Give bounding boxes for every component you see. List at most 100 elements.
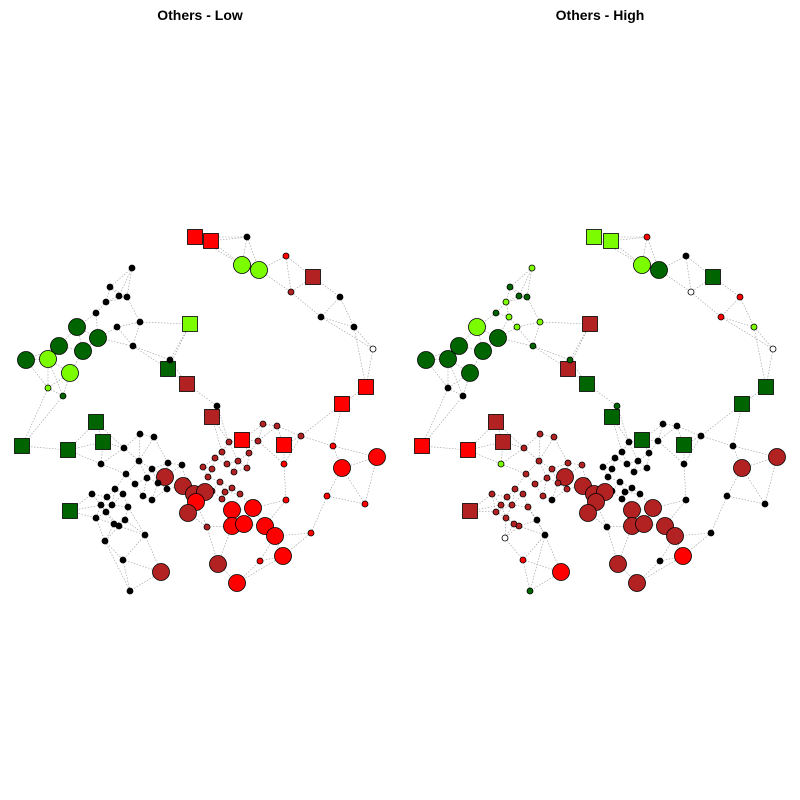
network-edge	[741, 467, 766, 505]
network-node-square	[60, 442, 76, 458]
network-node-circle	[131, 480, 139, 488]
network-node-circle	[729, 442, 737, 450]
network-node-circle	[539, 492, 547, 500]
network-node-circle	[723, 492, 731, 500]
network-node-circle	[541, 531, 549, 539]
network-node-circle	[297, 432, 305, 440]
network-node-circle	[245, 449, 253, 457]
edges-others-high	[421, 236, 778, 592]
network-node-circle	[621, 488, 629, 496]
network-edge	[312, 276, 341, 298]
network-edge	[683, 435, 702, 465]
network-edge	[105, 296, 128, 303]
network-node-circle	[39, 350, 57, 368]
network-node-circle	[503, 493, 511, 501]
network-edge	[300, 435, 334, 447]
network-node-circle	[736, 293, 744, 301]
network-node-circle	[102, 508, 110, 516]
network-node-circle	[417, 351, 435, 369]
network-node-circle	[121, 516, 129, 524]
network-edge	[95, 312, 99, 339]
network-edge	[526, 267, 533, 298]
network-node-circle	[223, 501, 241, 519]
network-edge	[500, 463, 527, 475]
network-node-circle	[634, 457, 642, 465]
network-node-circle	[548, 465, 556, 473]
network-node-square	[305, 269, 321, 285]
network-edge	[532, 321, 541, 347]
network-node-circle	[166, 356, 174, 364]
network-node-circle	[154, 479, 162, 487]
network-edge	[421, 387, 449, 447]
network-node-circle	[513, 323, 521, 331]
network-node-circle	[531, 480, 539, 488]
network-node-square	[276, 437, 292, 453]
network-edge	[505, 296, 528, 303]
network-node-circle	[502, 298, 510, 306]
network-node-circle	[768, 448, 786, 466]
network-node-circle	[673, 422, 681, 430]
network-node-square	[488, 414, 504, 430]
network-node-circle	[659, 420, 667, 428]
network-edge	[95, 517, 106, 542]
network-edge	[310, 495, 328, 534]
network-node-circle	[89, 329, 107, 347]
network-node-circle	[152, 563, 170, 581]
network-node-circle	[674, 547, 692, 565]
network-edge	[126, 267, 133, 298]
network-edge	[659, 555, 684, 562]
network-edge	[553, 436, 569, 464]
network-node-circle	[543, 474, 551, 482]
network-node-circle	[150, 433, 158, 441]
network-edge	[587, 512, 608, 528]
network-node-circle	[333, 459, 351, 477]
network-edge	[300, 403, 343, 437]
network-edge	[469, 504, 502, 512]
network-node-circle	[236, 490, 244, 498]
network-edge	[690, 291, 722, 318]
network-node-square	[234, 432, 250, 448]
network-node-circle	[579, 504, 597, 522]
network-edge	[326, 495, 366, 505]
network-edge	[167, 323, 191, 370]
network-node-square	[203, 233, 219, 249]
network-edge	[262, 423, 278, 427]
network-edge	[167, 462, 183, 466]
network-node-circle	[461, 364, 479, 382]
network-node-circle	[307, 529, 315, 537]
network-edge	[500, 447, 525, 465]
network-node-circle	[361, 500, 369, 508]
network-node-circle	[666, 527, 684, 545]
network-node-circle	[223, 460, 231, 468]
network-node-circle	[203, 523, 211, 531]
network-node-circle	[603, 523, 611, 531]
network-node-circle	[488, 490, 496, 498]
network-node-circle	[564, 459, 572, 467]
network-node-circle	[74, 342, 92, 360]
panel-others-low: Others - Low	[14, 7, 386, 595]
network-edge	[523, 433, 541, 449]
network-edge	[614, 457, 628, 465]
network-node-circle	[515, 292, 523, 300]
network-edge	[339, 296, 355, 328]
network-node-circle	[511, 485, 519, 493]
network-edge	[662, 423, 678, 427]
network-node-circle	[113, 323, 121, 331]
network-edge	[365, 348, 374, 388]
network-edge	[139, 321, 191, 325]
network-node-square	[358, 379, 374, 395]
network-node-circle	[635, 515, 653, 533]
network-edge	[104, 540, 124, 561]
network-node-circle	[101, 537, 109, 545]
network-node-circle	[143, 474, 151, 482]
network-node-circle	[599, 463, 607, 471]
network-edge	[109, 286, 120, 297]
network-edge	[283, 463, 287, 501]
network-node-circle	[506, 283, 514, 291]
network-edge	[122, 559, 131, 592]
network-node-square	[334, 396, 350, 412]
network-node-square	[414, 438, 430, 454]
network-edge	[567, 462, 583, 466]
network-edge	[683, 463, 687, 501]
network-edge	[105, 295, 120, 303]
